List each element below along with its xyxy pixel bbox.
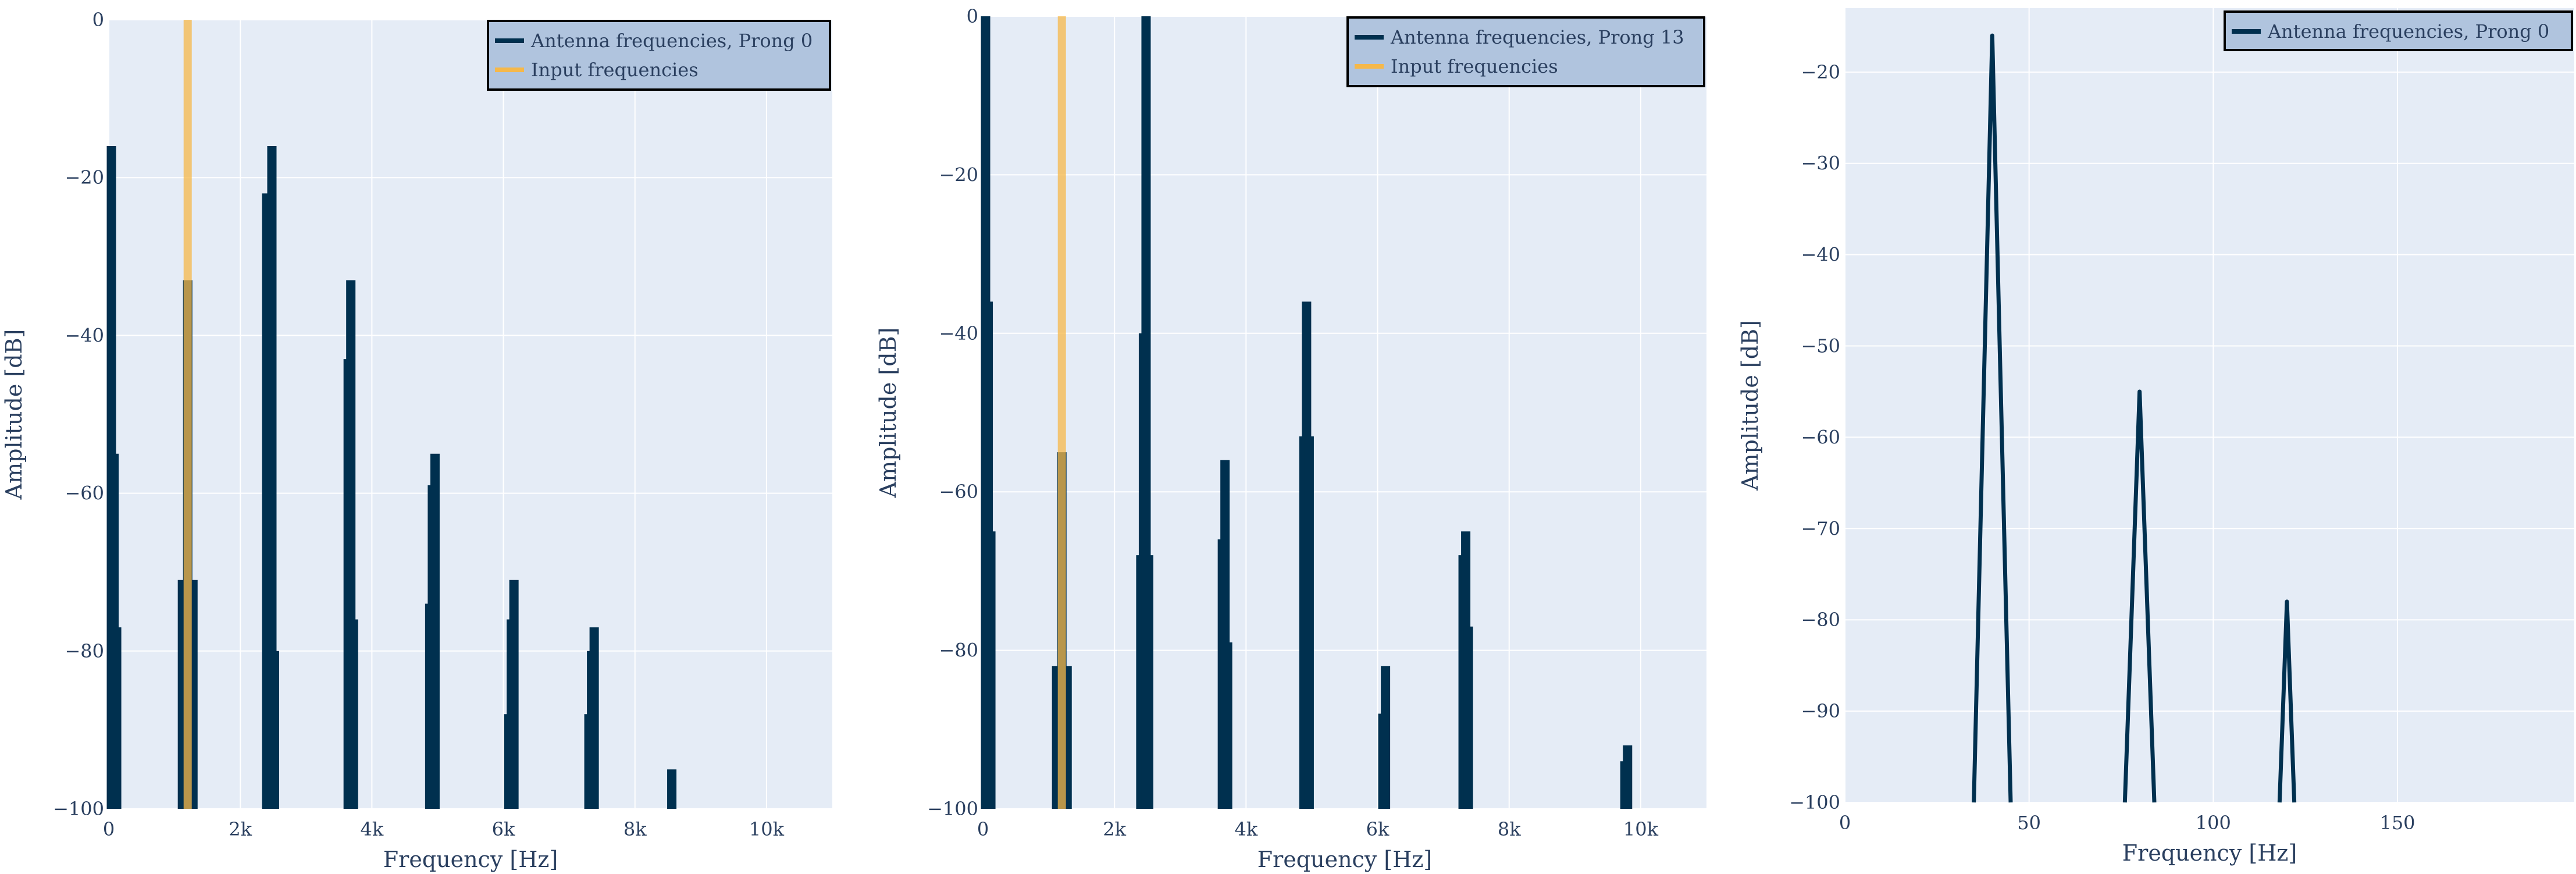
gridlines bbox=[108, 19, 832, 809]
y-tick-label: −70 bbox=[1801, 517, 1840, 539]
subplot-middle: 0 2k 4k 6k 8k 10k 0 −20 −40 −60 −80 −100 Frequency … bbox=[875, 5, 1706, 872]
gridlines bbox=[1844, 8, 2574, 803]
legend-label-antenna: Antenna frequencies, Prong 0 bbox=[2267, 20, 2549, 42]
y-axis-label: Amplitude [dB] bbox=[1, 329, 27, 500]
y-tick-label: −20 bbox=[1801, 61, 1840, 83]
x-tick-label: 4k bbox=[1234, 818, 1257, 840]
x-axis-label: Frequency [Hz] bbox=[1257, 847, 1432, 872]
tick-labels: 0 2k 4k 6k 8k 10k 0 −20 −40 −60 −80 −100 bbox=[927, 5, 1658, 840]
y-tick-label: −100 bbox=[1789, 791, 1840, 813]
plot-area bbox=[983, 16, 1706, 809]
y-tick-label: −60 bbox=[939, 481, 978, 503]
y-tick-label: −60 bbox=[65, 482, 104, 504]
antenna-peak-line bbox=[2277, 599, 2297, 803]
y-tick-label: −40 bbox=[65, 324, 104, 346]
series-marks bbox=[106, 20, 677, 809]
x-tick-label: 0 bbox=[1839, 812, 1851, 834]
y-tick-label: 0 bbox=[92, 9, 104, 31]
legend: Antenna frequencies, Prong 13 Input freq… bbox=[1346, 16, 1705, 87]
legend: Antenna frequencies, Prong 0 Input frequ… bbox=[487, 20, 831, 91]
y-tick-label: −80 bbox=[65, 640, 104, 662]
x-tick-label: 100 bbox=[2196, 812, 2231, 834]
y-tick-label: −80 bbox=[939, 639, 978, 662]
x-tick-label: 6k bbox=[1366, 818, 1389, 840]
legend-box bbox=[487, 20, 831, 91]
y-tick-label: −100 bbox=[927, 798, 978, 820]
legend-label-antenna: Antenna frequencies, Prong 13 bbox=[1390, 26, 1684, 48]
y-tick-label: −40 bbox=[939, 322, 978, 344]
y-tick-label: −40 bbox=[1801, 244, 1840, 266]
legend-label-input: Input frequencies bbox=[1391, 55, 1558, 77]
legend-label-antenna: Antenna frequencies, Prong 0 bbox=[530, 30, 813, 52]
x-tick-label: 8k bbox=[623, 818, 647, 840]
y-tick-label: −60 bbox=[1801, 426, 1840, 448]
legend-label-input: Input frequencies bbox=[531, 59, 699, 81]
antenna-peak-line bbox=[2122, 389, 2157, 803]
antenna-peak-line bbox=[1972, 33, 2013, 803]
gridlines bbox=[982, 16, 1706, 809]
legend-box bbox=[1346, 16, 1705, 87]
x-tick-label: 2k bbox=[229, 818, 252, 840]
tick-labels: 0 50 100 150 −20 −30 −40 −50 −60 −70 −80 −90 −100 bbox=[1789, 61, 2415, 834]
y-tick-label: −50 bbox=[1801, 335, 1840, 357]
y-axis-label: Amplitude [dB] bbox=[1737, 320, 1763, 491]
legend: Antenna frequencies, Prong 0 bbox=[2224, 10, 2573, 51]
y-tick-label: 0 bbox=[967, 5, 978, 27]
subplot-left: 0 2k 4k 6k 8k 10k 0 −20 −40 −60 −80 −100 Frequency … bbox=[1, 9, 832, 872]
x-tick-label: 6k bbox=[492, 818, 515, 840]
y-tick-label: −30 bbox=[1801, 152, 1840, 175]
plot-area bbox=[1845, 8, 2574, 802]
y-tick-label: −20 bbox=[65, 166, 104, 189]
x-axis-label: Frequency [Hz] bbox=[2122, 840, 2297, 866]
x-tick-label: 10k bbox=[749, 818, 785, 840]
y-tick-label: −80 bbox=[1801, 609, 1840, 631]
tick-labels: 0 2k 4k 6k 8k 10k 0 −20 −40 −60 −80 −100 bbox=[53, 9, 784, 840]
x-tick-label: 50 bbox=[2017, 812, 2041, 834]
y-tick-label: −100 bbox=[53, 798, 104, 820]
y-tick-label: −90 bbox=[1801, 700, 1840, 722]
plot-area bbox=[109, 20, 832, 809]
x-tick-label: 8k bbox=[1498, 818, 1521, 840]
subplot-right: 0 50 100 150 −20 −30 −40 −50 −60 −70 −80 −90 −100 Fr… bbox=[1737, 8, 2574, 866]
x-axis-label: Frequency [Hz] bbox=[383, 847, 558, 872]
x-tick-label: 4k bbox=[360, 818, 383, 840]
legend-box bbox=[2224, 10, 2573, 51]
series-marks bbox=[1972, 33, 2297, 803]
y-tick-label: −20 bbox=[939, 164, 978, 186]
x-tick-label: 0 bbox=[103, 818, 115, 840]
x-tick-label: 10k bbox=[1623, 818, 1659, 840]
x-tick-label: 0 bbox=[977, 818, 989, 840]
series-marks bbox=[981, 16, 1633, 809]
x-tick-label: 2k bbox=[1103, 818, 1126, 840]
y-axis-label: Amplitude [dB] bbox=[875, 328, 901, 499]
x-tick-label: 150 bbox=[2379, 812, 2415, 834]
